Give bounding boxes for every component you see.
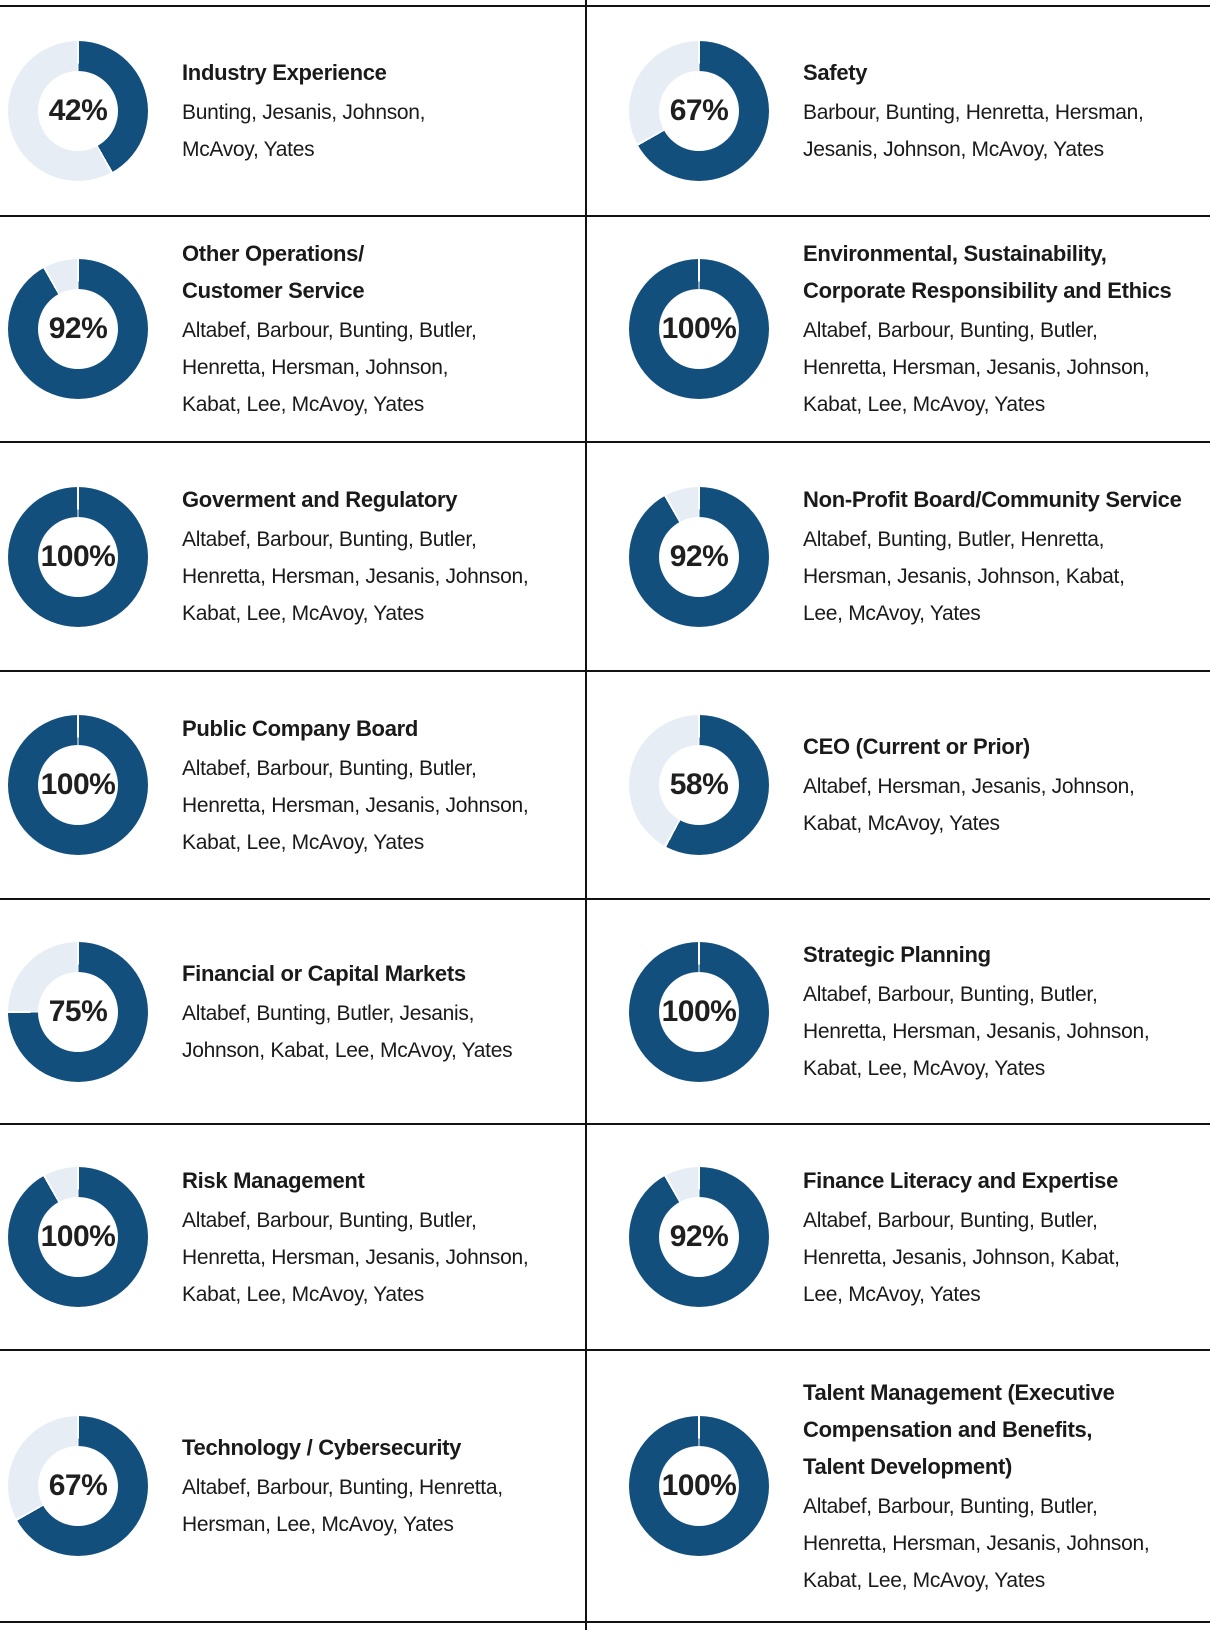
- skill-text-block: Environmental, Sustainability, Corporate…: [803, 235, 1172, 423]
- skill-text-block: Strategic Planning Altabef, Barbour, Bun…: [803, 936, 1150, 1087]
- donut-chart: 75%: [8, 941, 148, 1082]
- donut-percent-label: 100%: [661, 312, 737, 345]
- skill-members: Altabef, Barbour, Bunting, Butler, Henre…: [803, 1208, 1120, 1306]
- skill-title: Financial or Capital Markets: [182, 960, 466, 986]
- donut-percent-label: 100%: [40, 768, 116, 801]
- skill-text-block: Non-Profit Board/Community Service Altab…: [803, 481, 1182, 632]
- skill-title: Public Company Board: [182, 715, 419, 741]
- donut-percent-label: 92%: [669, 539, 729, 573]
- skill-cell-ceo: 58% CEO (Current or Prior) Altabef, Hers…: [587, 672, 1210, 900]
- donut-chart: 100%: [629, 259, 769, 399]
- skill-text-block: CEO (Current or Prior) Altabef, Hersman,…: [803, 728, 1135, 842]
- skill-cell-nonprofit-board: 92% Non-Profit Board/Community Service A…: [587, 443, 1210, 672]
- skill-members: Altabef, Hersman, Jesanis, Johnson, Kaba…: [803, 775, 1135, 835]
- skill-cell-risk-management: 100% Risk Management Altabef, Barbour, B…: [0, 1125, 587, 1351]
- skill-title: CEO (Current or Prior): [803, 734, 1030, 759]
- donut-percent-label: 58%: [669, 768, 729, 801]
- skill-text-block: Financial or Capital Markets Altabef, Bu…: [182, 955, 513, 1069]
- skill-members: Altabef, Barbour, Bunting, Butler, Henre…: [803, 319, 1150, 416]
- skill-cell-financial-capital-markets: 75% Financial or Capital Markets Altabef…: [0, 900, 587, 1125]
- skill-cell-public-company-board: 100% Public Company Board Altabef, Barbo…: [0, 672, 587, 900]
- skill-cell-other-operations: 92% Other Operations/ Customer Service A…: [0, 217, 587, 443]
- donut-chart: 100%: [8, 715, 148, 855]
- skill-title: Risk Management: [182, 1167, 365, 1193]
- donut-chart: 100%: [8, 486, 148, 627]
- donut-chart: 100%: [8, 1167, 148, 1307]
- skill-cell-government-regulatory: 100% Goverment and Regulatory Altabef, B…: [0, 443, 587, 672]
- donut-chart: 58%: [629, 715, 769, 855]
- donut-percent-label: 100%: [40, 1220, 116, 1253]
- skill-members: Altabef, Bunting, Butler, Jesanis, Johns…: [182, 1001, 513, 1062]
- skill-text-block: Other Operations/ Customer Service Altab…: [182, 235, 477, 423]
- skill-cell-industry-experience: 42% Industry Experience Bunting, Jesanis…: [0, 7, 587, 217]
- donut-chart: 92%: [8, 259, 148, 399]
- donut-chart: 100%: [629, 941, 769, 1082]
- skill-text-block: Safety Barbour, Bunting, Henretta, Hersm…: [803, 54, 1144, 168]
- skill-text-block: Risk Management Altabef, Barbour, Buntin…: [182, 1162, 529, 1313]
- donut-chart: 92%: [629, 486, 769, 627]
- skill-text-block: Technology / Cybersecurity Altabef, Barb…: [182, 1429, 503, 1543]
- skill-title: Goverment and Regulatory: [182, 487, 458, 512]
- skill-members: Altabef, Barbour, Bunting, Butler, Henre…: [803, 1494, 1150, 1592]
- skill-title: Industry Experience: [182, 60, 387, 85]
- donut-percent-label: 100%: [661, 994, 737, 1028]
- skill-members: Barbour, Bunting, Henretta, Hersman, Jes…: [803, 101, 1144, 161]
- skill-members: Altabef, Barbour, Bunting, Butler, Henre…: [182, 319, 477, 416]
- skill-members: Altabef, Bunting, Butler, Henretta, Hers…: [803, 528, 1125, 625]
- skill-cell-strategic-planning: 100% Strategic Planning Altabef, Barbour…: [587, 900, 1210, 1125]
- skill-text-block: Goverment and Regulatory Altabef, Barbou…: [182, 481, 529, 632]
- skill-title: Safety: [803, 60, 868, 85]
- donut-percent-label: 92%: [669, 1220, 729, 1253]
- donut-percent-label: 67%: [48, 1469, 108, 1502]
- skill-title: Talent Management (Executive Compensatio…: [803, 1379, 1115, 1479]
- skill-members: Altabef, Barbour, Bunting, Butler, Henre…: [803, 983, 1150, 1080]
- skills-grid: 42% Industry Experience Bunting, Jesanis…: [0, 5, 1210, 1623]
- donut-chart: 67%: [8, 1416, 148, 1556]
- skill-text-block: Industry Experience Bunting, Jesanis, Jo…: [182, 54, 426, 168]
- skill-text-block: Talent Management (Executive Compensatio…: [803, 1374, 1150, 1599]
- skill-members: Bunting, Jesanis, Johnson, McAvoy, Yates: [182, 101, 426, 161]
- donut-chart: 100%: [629, 1416, 769, 1556]
- skill-members: Altabef, Barbour, Bunting, Butler, Henre…: [182, 528, 529, 625]
- skill-title: Finance Literacy and Expertise: [803, 1167, 1119, 1193]
- skill-members: Altabef, Barbour, Bunting, Butler, Henre…: [182, 756, 529, 854]
- skill-title: Non-Profit Board/Community Service: [803, 487, 1182, 512]
- donut-percent-label: 100%: [40, 539, 116, 573]
- skill-cell-finance-literacy: 92% Finance Literacy and Expertise Altab…: [587, 1125, 1210, 1351]
- donut-percent-label: 67%: [669, 94, 729, 127]
- skill-members: Altabef, Barbour, Bunting, Butler, Henre…: [182, 1208, 529, 1306]
- skill-text-block: Public Company Board Altabef, Barbour, B…: [182, 710, 529, 861]
- donut-chart: 42%: [8, 41, 148, 181]
- skill-title: Other Operations/ Customer Service: [182, 241, 365, 303]
- skill-title: Technology / Cybersecurity: [182, 1435, 462, 1460]
- skill-cell-technology-cybersecurity: 67% Technology / Cybersecurity Altabef, …: [0, 1351, 587, 1623]
- donut-percent-label: 100%: [661, 1469, 737, 1502]
- skill-members: Altabef, Barbour, Bunting, Henretta, Her…: [182, 1476, 503, 1536]
- donut-percent-label: 92%: [48, 312, 108, 345]
- donut-percent-label: 75%: [48, 994, 108, 1028]
- donut-chart: 92%: [629, 1167, 769, 1307]
- skill-cell-safety: 67% Safety Barbour, Bunting, Henretta, H…: [587, 7, 1210, 217]
- vertical-divider: [585, 0, 587, 1630]
- skill-cell-environmental-sustainability: 100% Environmental, Sustainability, Corp…: [587, 217, 1210, 443]
- skill-text-block: Finance Literacy and Expertise Altabef, …: [803, 1162, 1120, 1313]
- donut-chart: 67%: [629, 41, 769, 181]
- skill-title: Environmental, Sustainability, Corporate…: [803, 241, 1172, 303]
- skill-title: Strategic Planning: [803, 942, 991, 967]
- donut-percent-label: 42%: [48, 94, 108, 127]
- skill-cell-talent-management: 100% Talent Management (Executive Compen…: [587, 1351, 1210, 1623]
